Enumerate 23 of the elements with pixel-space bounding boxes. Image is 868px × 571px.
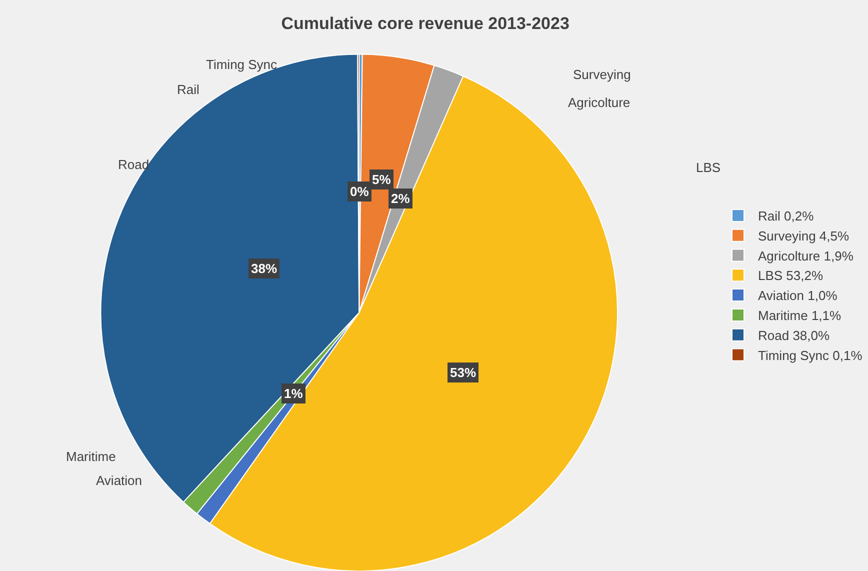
data-label: 38% bbox=[251, 261, 278, 276]
legend-label: LBS 53,2% bbox=[758, 268, 824, 284]
legend-label: Rail 0,2% bbox=[758, 208, 814, 224]
data-label: 2% bbox=[391, 191, 410, 206]
text: Agricolture bbox=[568, 95, 630, 110]
data-label: 0% bbox=[350, 184, 370, 199]
legend-label: Road 38,0% bbox=[758, 328, 830, 343]
text: Aviation bbox=[96, 473, 142, 488]
text: Rail bbox=[177, 82, 200, 97]
text: Maritime bbox=[66, 449, 116, 464]
text: Road bbox=[118, 157, 150, 172]
data-label: 53% bbox=[450, 365, 476, 380]
text: Surveying bbox=[573, 67, 631, 82]
legend-label: Maritime 1,1% bbox=[758, 308, 842, 324]
chart-title: Cumulative core revenue 2013-2023 bbox=[281, 14, 570, 34]
legend-label: Timing Sync 0,1% bbox=[758, 348, 863, 363]
legend-label: Agricolture 1,9% bbox=[758, 248, 854, 264]
text: Timing Sync bbox=[206, 57, 278, 72]
data-label: 1% bbox=[284, 386, 304, 401]
text: LBS bbox=[696, 160, 721, 175]
data-label: 5% bbox=[372, 172, 392, 187]
legend-label: Surveying 4,5% bbox=[758, 228, 850, 244]
legend-label: Aviation 1,0% bbox=[758, 288, 838, 304]
